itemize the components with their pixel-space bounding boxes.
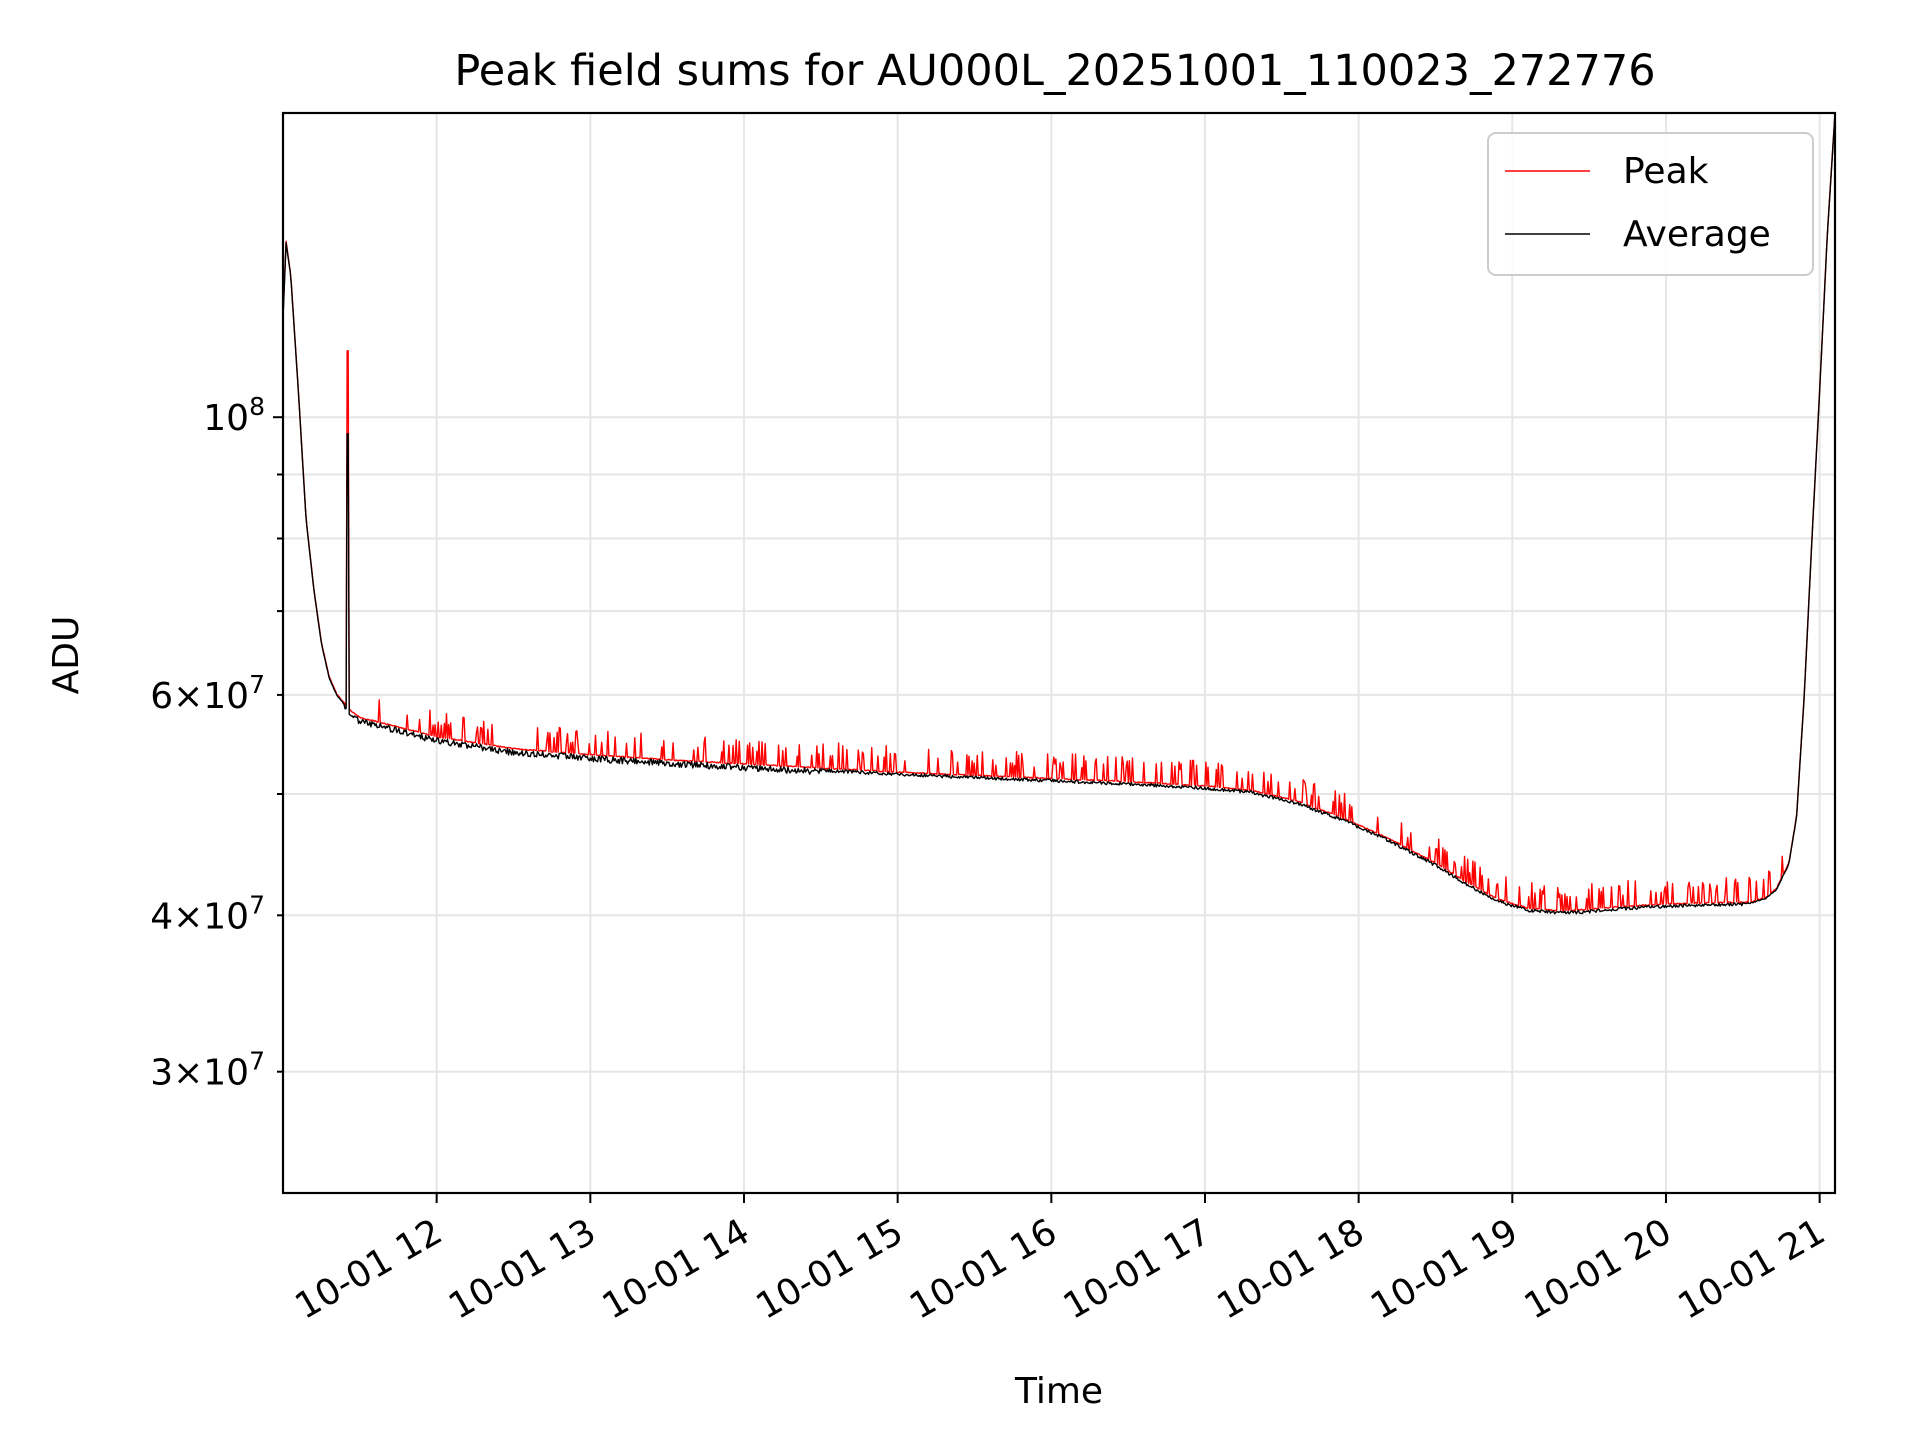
series-layer	[282, 112, 1836, 915]
grid	[283, 113, 1835, 1193]
chart-title: Peak field sums for AU000L_20251001_1100…	[454, 46, 1655, 96]
y-tick-label: 108	[203, 392, 265, 439]
y-tick-label: 3×107	[150, 1047, 265, 1094]
x-axis-label: Time	[1014, 1371, 1103, 1412]
y-axis-label: ADU	[46, 616, 87, 695]
y-tick-exponent: 8	[249, 392, 265, 421]
series-average-line	[282, 113, 1836, 915]
legend-box	[1487, 132, 1814, 276]
y-tick-base: 10	[203, 398, 249, 439]
series-peak-line	[282, 112, 1836, 912]
y-tick-exponent: 7	[249, 1047, 265, 1076]
y-tick-mantissa: 6×10	[150, 676, 249, 717]
y-tick-mantissa: 3×10	[150, 1053, 249, 1094]
y-tick-label: 4×107	[150, 890, 265, 937]
legend-peak-label: Peak	[1623, 151, 1709, 192]
legend-average-label: Average	[1623, 214, 1771, 255]
y-tick-mantissa: 4×10	[150, 896, 249, 937]
y-tick-label: 6×107	[150, 670, 265, 717]
y-tick-exponent: 7	[249, 890, 265, 919]
plot-frame	[281, 111, 1837, 1195]
y-tick-exponent: 7	[249, 670, 265, 699]
legend: Peak Average	[1487, 132, 1814, 276]
